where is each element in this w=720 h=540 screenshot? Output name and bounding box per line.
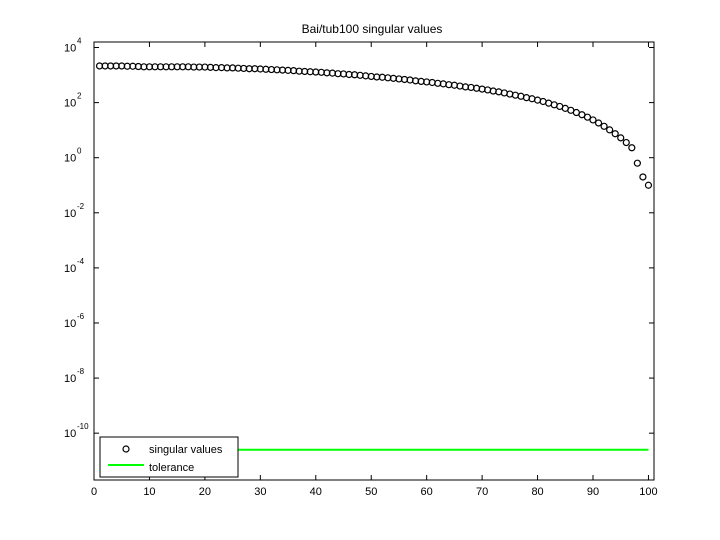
singular-value-point bbox=[622, 138, 630, 147]
legend-label-tolerance: tolerance bbox=[149, 462, 194, 474]
legend-box bbox=[99, 436, 239, 478]
y-tick-label-exponent: -2 bbox=[77, 202, 85, 211]
singular-value-point bbox=[628, 144, 636, 152]
legend-label-singular-values: singular values bbox=[149, 444, 223, 456]
plot-frame bbox=[93, 41, 655, 481]
x-tick-label: 70 bbox=[476, 486, 488, 498]
singular-value-point bbox=[633, 159, 641, 167]
singular-value-point bbox=[606, 126, 614, 134]
x-tick-label: 40 bbox=[310, 486, 322, 498]
y-tick-label-exponent: -8 bbox=[77, 367, 85, 376]
legend: singular values tolerance bbox=[99, 436, 239, 478]
x-tick-label: 100 bbox=[639, 486, 657, 498]
singular-value-point bbox=[600, 122, 608, 130]
y-tick-label-base: 10 bbox=[64, 318, 76, 330]
y-tick-label-base: 10 bbox=[64, 208, 76, 220]
singular-value-point bbox=[617, 134, 625, 142]
singular-value-point bbox=[594, 119, 603, 127]
y-tick-label-base: 10 bbox=[64, 153, 76, 165]
singular-value-point bbox=[583, 113, 592, 121]
series-points bbox=[95, 62, 653, 189]
legend-marker-singular-values bbox=[122, 445, 130, 453]
x-axis: 0 10 20 30 40 50 60 70 80 90 100 bbox=[91, 42, 658, 498]
y-tick-label-exponent: -6 bbox=[77, 312, 85, 321]
y-tick-label-exponent: 4 bbox=[77, 37, 82, 46]
x-tick-label: 80 bbox=[531, 486, 543, 498]
y-tick-label-base: 10 bbox=[64, 373, 76, 385]
x-tick-label: 20 bbox=[199, 486, 211, 498]
y-tick-label-base: 10 bbox=[64, 43, 76, 55]
y-tick-label-exponent: -4 bbox=[77, 257, 85, 266]
singular-value-point bbox=[639, 173, 647, 181]
y-tick-label-base: 10 bbox=[64, 98, 76, 110]
chart-title: Bai/tub100 singular values bbox=[302, 22, 443, 36]
x-tick-label: 10 bbox=[143, 486, 155, 498]
singular-value-point bbox=[611, 130, 619, 138]
singular-value-point bbox=[589, 116, 597, 124]
x-tick-label: 30 bbox=[254, 486, 266, 498]
plot-background bbox=[94, 42, 654, 480]
y-tick-label-base: 10 bbox=[64, 263, 76, 275]
singular-value-point bbox=[644, 181, 653, 189]
y-tick-label-exponent: -10 bbox=[77, 422, 89, 431]
x-tick-label: 60 bbox=[421, 486, 433, 498]
x-tick-label: 50 bbox=[365, 486, 377, 498]
y-tick-label-exponent: 2 bbox=[77, 92, 82, 101]
x-tick-label: 90 bbox=[587, 486, 599, 498]
x-tick-label: 0 bbox=[91, 486, 97, 498]
y-tick-label-exponent: 0 bbox=[77, 147, 82, 156]
y-tick-label-base: 10 bbox=[64, 428, 76, 440]
